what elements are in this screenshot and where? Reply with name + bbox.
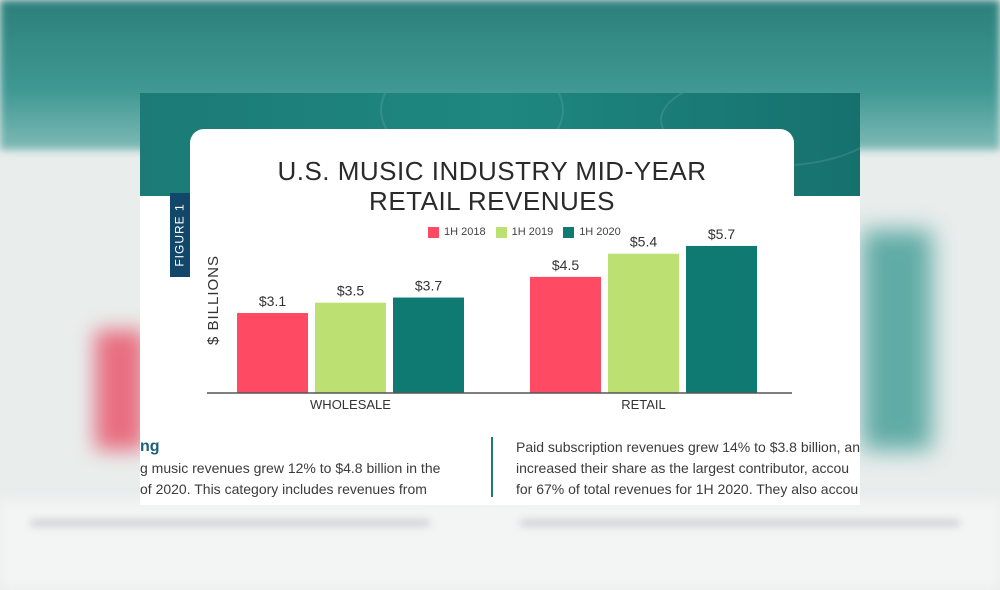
data-label: $5.4	[630, 234, 657, 250]
data-label: $5.7	[708, 226, 735, 242]
legend-item-1h-2018: 1H 2018	[428, 226, 486, 238]
bar-wholesale-1h-2018	[237, 313, 308, 393]
legend-swatch	[563, 226, 575, 238]
legend-swatch	[428, 226, 439, 238]
bar-retail-1h-2019	[608, 253, 679, 393]
bar-retail-1h-2020	[686, 245, 757, 393]
x-tick-label: WHOLESALE	[310, 397, 391, 412]
y-axis-label: $ BILLIONS	[205, 255, 222, 345]
legend-label: 1H 2018	[444, 226, 486, 238]
text-line: increased their share as the largest con…	[516, 460, 850, 476]
blurred-background-footer	[0, 500, 1000, 590]
chart-title: U.S. MUSIC INDUSTRY MID-YEAR RETAIL REVE…	[190, 156, 794, 216]
blurred-background-shape	[95, 330, 145, 450]
bar-retail-1h-2018	[530, 276, 601, 393]
chart-title-line-1: U.S. MUSIC INDUSTRY MID-YEAR	[277, 156, 707, 186]
legend-label: 1H 2020	[579, 226, 621, 238]
text-line: for 67% of total revenues for 1H 2020. T…	[516, 481, 859, 497]
legend-label: 1H 2019	[511, 226, 554, 238]
legend-item-1h-2020: 1H 2020	[563, 226, 621, 238]
bar-wholesale-1h-2020	[393, 297, 464, 393]
left-column-heading: ng	[140, 438, 160, 455]
x-tick-label: RETAIL	[621, 397, 666, 412]
blurred-background-shape	[862, 230, 932, 450]
legend-swatch	[495, 226, 507, 238]
chart-title-line-2: RETAIL REVENUES	[369, 186, 615, 216]
chart-legend: 1H 2018 1H 2019 1H 2020	[428, 224, 621, 240]
column-divider	[491, 437, 493, 497]
blurred-text-line	[30, 520, 430, 526]
legend-item-1h-2019: 1H 2019	[495, 226, 554, 238]
left-column-text: g music revenues grew 12% to $4.8 billio…	[140, 458, 440, 500]
text-line: g music revenues grew 12% to $4.8 billio…	[140, 460, 441, 476]
text-line: Paid subscription revenues grew 14% to $…	[516, 439, 860, 455]
right-column-text: Paid subscription revenues grew 14% to $…	[516, 437, 860, 500]
data-label: $3.1	[259, 293, 286, 309]
text-line: of 2020. This category includes revenues…	[140, 481, 427, 497]
figure-label-tab: FIGURE 1	[170, 193, 190, 277]
data-label: $3.7	[415, 278, 442, 294]
data-label: $3.5	[337, 283, 364, 299]
data-label: $4.5	[552, 257, 579, 273]
blurred-text-line	[520, 520, 960, 526]
bar-wholesale-1h-2019	[315, 302, 386, 393]
